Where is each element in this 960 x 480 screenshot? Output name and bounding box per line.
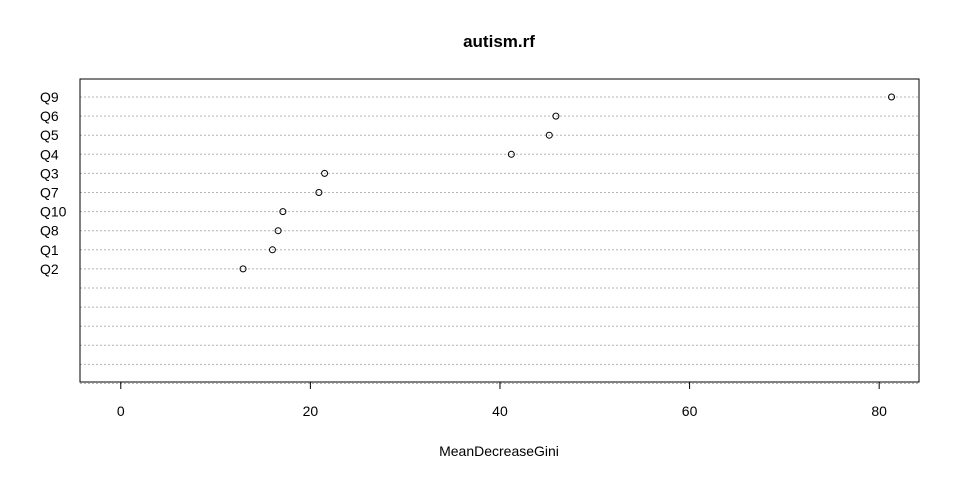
y-tick-label: Q3 [40, 165, 59, 181]
y-tick-label: Q8 [40, 223, 59, 239]
x-tick-label: 0 [117, 403, 125, 419]
data-point [888, 93, 896, 101]
y-tick-label: Q6 [40, 108, 59, 124]
y-tick-label: Q4 [40, 146, 59, 162]
data-point [507, 150, 515, 158]
x-tick-label: 40 [492, 403, 508, 419]
y-tick-label: Q9 [40, 89, 59, 105]
x-axis-label: MeanDecreaseGini [439, 443, 559, 459]
data-point [279, 208, 287, 216]
x-tick-label: 20 [303, 403, 319, 419]
y-tick-label: Q2 [40, 261, 59, 277]
x-tick-label: 60 [682, 403, 698, 419]
y-tick-label: Q10 [40, 204, 67, 220]
data-point [268, 246, 276, 254]
y-tick-label: Q5 [40, 127, 59, 143]
data-point [552, 112, 560, 120]
data-point [315, 189, 323, 196]
x-axis: 0 20 40 60 80 [117, 381, 887, 419]
data-point [274, 227, 282, 235]
y-tick-label: Q1 [40, 242, 59, 258]
x-tick-label: 80 [871, 403, 887, 419]
y-axis-labels: Q9 Q6 Q5 Q4 Q3 Q7 Q10 Q8 Q1 Q2 [40, 89, 67, 277]
data-point [239, 265, 247, 273]
data-points [239, 93, 896, 273]
chart-title: autism.rf [463, 32, 535, 51]
gridlines [80, 96, 919, 384]
data-point [545, 131, 553, 139]
data-point [321, 169, 329, 177]
y-tick-label: Q7 [40, 185, 59, 201]
